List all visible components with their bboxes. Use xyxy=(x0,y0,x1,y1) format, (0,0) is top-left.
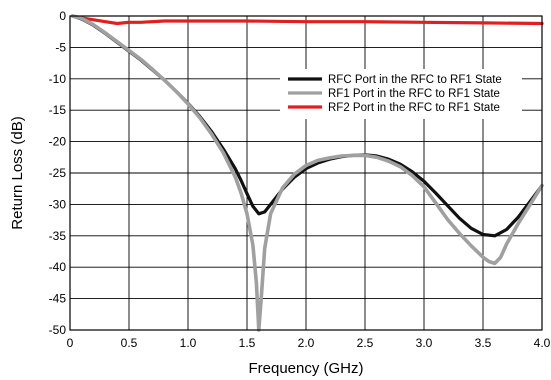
y-tick-label: 0 xyxy=(59,9,66,23)
y-tick-label: -45 xyxy=(49,292,67,306)
x-tick-label: 1.5 xyxy=(239,336,256,350)
y-tick-label: -40 xyxy=(49,260,67,274)
y-tick-label: -5 xyxy=(55,40,66,54)
y-tick-label: -30 xyxy=(49,197,67,211)
x-axis-label: Frequency (GHz) xyxy=(248,360,363,377)
legend-label-2: RF1 Port in the RFC to RF1 State xyxy=(328,88,500,100)
x-tick-label: 2.5 xyxy=(357,336,374,350)
y-tick-labels: 0 -5 -10 -15 -20 -25 -30 -35 -40 -45 -50 xyxy=(49,9,67,337)
y-tick-label: -15 xyxy=(49,103,67,117)
y-tick-label: -20 xyxy=(49,135,67,149)
y-axis-label: Return Loss (dB) xyxy=(9,116,26,229)
legend-label-3: RF2 Port in the RFC to RF1 State xyxy=(328,102,500,114)
y-tick-label: -10 xyxy=(49,72,67,86)
y-tick-label: -35 xyxy=(49,229,67,243)
x-tick-labels: 0 0.5 1.0 1.5 2.0 2.5 3.0 3.5 4.0 xyxy=(67,336,551,350)
y-tick-label: -50 xyxy=(49,323,67,337)
series-lines xyxy=(70,14,544,332)
plot-frame xyxy=(69,15,543,331)
x-tick-label: 4.0 xyxy=(534,336,551,350)
x-tick-label: 3.0 xyxy=(416,336,433,350)
x-tick-label: 1.0 xyxy=(180,336,197,350)
legend: RFC Port in the RFC to RF1 State RF1 Port… xyxy=(280,69,522,119)
series-line-2 xyxy=(70,14,544,332)
series-line-3 xyxy=(70,14,544,26)
x-tick-label: 0.5 xyxy=(121,336,138,350)
x-tick-label: 3.5 xyxy=(475,336,492,350)
legend-label-1: RFC Port in the RFC to RF1 State xyxy=(328,74,502,86)
y-tick-label: -25 xyxy=(49,166,67,180)
x-tick-label: 0 xyxy=(67,336,74,350)
x-tick-label: 2.0 xyxy=(298,336,315,350)
